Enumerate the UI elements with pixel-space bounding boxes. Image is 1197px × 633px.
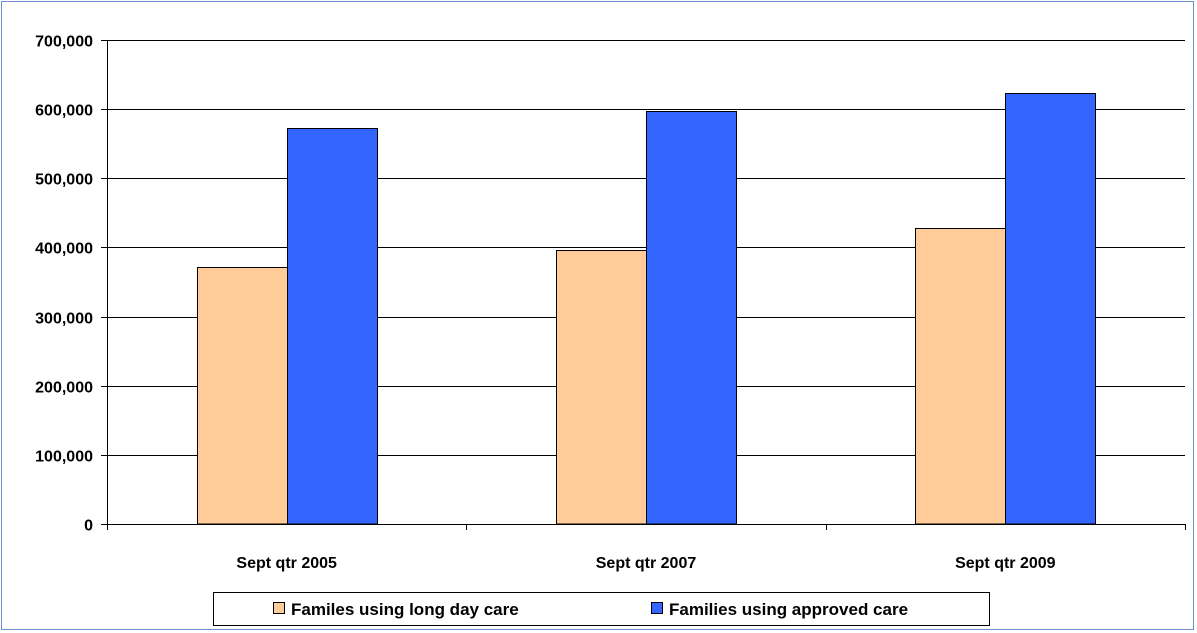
bar-approved-care (287, 128, 378, 525)
legend-swatch (651, 602, 663, 614)
y-tick-label: 700,000 (35, 34, 93, 51)
bar-long-day-care (915, 228, 1006, 525)
y-tick-label: 400,000 (35, 241, 93, 258)
bars (197, 93, 1096, 525)
y-tick-label: 300,000 (35, 311, 93, 328)
x-tick-label: Sept qtr 2009 (955, 555, 1056, 572)
axes (101, 40, 1186, 530)
bar-approved-care (1005, 93, 1096, 525)
y-axis-tick-labels: 0 100,000 200,000 300,000 400,000 500,000 600,… (35, 34, 93, 535)
bar-approved-care (646, 111, 737, 525)
y-tick-label: 500,000 (35, 172, 93, 189)
legend: Familes using long day care Families usin… (213, 592, 990, 626)
x-tick-label: Sept qtr 2007 (596, 555, 697, 572)
bar-long-day-care (197, 267, 288, 525)
y-tick-label: 0 (84, 518, 93, 535)
legend-box (213, 592, 990, 626)
legend-label: Families using approved care (669, 600, 908, 619)
x-tick-label: Sept qtr 2005 (236, 555, 337, 572)
legend-label: Familes using long day care (291, 600, 519, 619)
y-tick-label: 200,000 (35, 380, 93, 397)
y-tick-label: 100,000 (35, 449, 93, 466)
bar-long-day-care (556, 250, 647, 525)
y-tick-label: 600,000 (35, 103, 93, 120)
legend-swatch (273, 602, 285, 614)
x-axis-tick-labels: Sept qtr 2005 Sept qtr 2007 Sept qtr 2009 (236, 555, 1055, 572)
